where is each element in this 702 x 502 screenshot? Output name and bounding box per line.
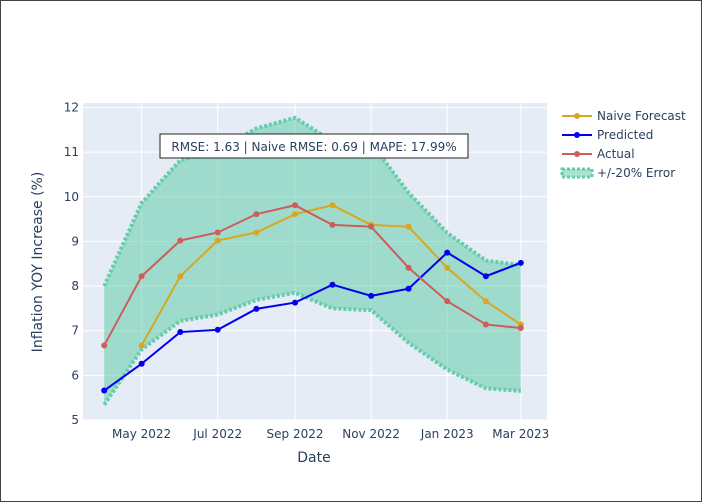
series-line-actual (103, 204, 521, 346)
x-tick-label: Jul 2022 (192, 427, 242, 441)
data-point-actual[interactable] (101, 342, 108, 349)
y-tick-label: 7 (71, 324, 79, 338)
legend-label-naive-forecast: Naive Forecast (597, 109, 686, 123)
x-tick-labels: May 2022 Jul 2022 Sep 2022 Nov 2022 Jan 2023… (112, 427, 549, 441)
data-point-actual[interactable] (253, 211, 260, 218)
series-line-predicted (103, 251, 522, 392)
x-tick-label: Jan 2023 (420, 427, 474, 441)
data-point-naive-forecast[interactable] (444, 264, 451, 271)
data-point-naive-forecast[interactable] (177, 273, 184, 280)
y-tick-label: 6 (71, 368, 79, 382)
metrics-annotation: RMSE: 1.63 | Naive RMSE: 0.69 | MAPE: 17… (159, 133, 469, 159)
data-point-actual[interactable] (368, 223, 375, 230)
data-point-naive-forecast[interactable] (329, 202, 336, 209)
data-point-naive-forecast[interactable] (405, 223, 412, 230)
data-point-naive-forecast[interactable] (292, 211, 299, 218)
y-tick-label: 9 (71, 234, 79, 248)
legend-marker-naive-forecast (574, 113, 580, 119)
data-point-predicted[interactable] (444, 249, 451, 256)
data-point-predicted[interactable] (405, 285, 412, 292)
legend-item-predicted[interactable]: Predicted (562, 128, 653, 142)
data-point-predicted[interactable] (138, 360, 145, 367)
y-tick-label: 12 (64, 100, 79, 114)
data-point-predicted[interactable] (101, 387, 108, 394)
x-tick-label: May 2022 (112, 427, 171, 441)
data-point-predicted[interactable] (482, 273, 489, 280)
data-point-actual[interactable] (138, 273, 145, 280)
x-tick-label: Sep 2022 (267, 427, 324, 441)
error-band-lower-edge (102, 290, 521, 406)
legend-label-predicted: Predicted (597, 128, 653, 142)
data-point-predicted[interactable] (517, 259, 524, 266)
data-point-naive-forecast[interactable] (138, 342, 145, 349)
data-point-actual[interactable] (329, 221, 336, 228)
data-point-predicted[interactable] (177, 329, 184, 336)
data-point-predicted[interactable] (214, 326, 221, 333)
data-point-actual[interactable] (405, 264, 412, 271)
x-tick-label: Mar 2023 (492, 427, 549, 441)
data-point-naive-forecast[interactable] (482, 298, 489, 305)
data-point-predicted[interactable] (292, 299, 299, 306)
data-point-actual[interactable] (517, 325, 524, 332)
y-tick-label: 5 (71, 413, 79, 427)
legend-label-actual: Actual (597, 147, 635, 161)
legend[interactable]: Naive Forecast Predicted Actual +/-20% E… (560, 109, 686, 180)
legend-marker-actual (574, 151, 580, 157)
data-point-predicted[interactable] (368, 292, 375, 299)
x-axis-title: Date (297, 450, 330, 466)
data-point-predicted[interactable] (253, 305, 260, 312)
data-point-naive-forecast[interactable] (253, 229, 260, 236)
legend-item-naive-forecast[interactable]: Naive Forecast (562, 109, 686, 123)
x-tick-label: Nov 2022 (342, 427, 400, 441)
annotation-box (159, 133, 469, 159)
error-band-fill (104, 117, 521, 405)
y-tick-label: 11 (64, 145, 79, 159)
annotation-text: RMSE: 1.63 | Naive RMSE: 0.69 | MAPE: 17… (171, 140, 456, 154)
series-lines (101, 202, 524, 394)
legend-item-actual[interactable]: Actual (562, 147, 635, 161)
data-point-actual[interactable] (177, 237, 184, 244)
y-tick-label: 8 (71, 279, 79, 293)
data-point-actual[interactable] (444, 298, 451, 305)
legend-label-error-band: +/-20% Error (597, 166, 675, 180)
error-band (102, 115, 522, 406)
y-tick-label: 10 (64, 190, 79, 204)
data-point-actual[interactable] (482, 321, 489, 328)
legend-item-error-band[interactable]: +/-20% Error (560, 166, 675, 180)
data-point-actual[interactable] (292, 202, 299, 209)
legend-swatch-error-band (560, 167, 594, 179)
data-point-naive-forecast[interactable] (214, 237, 221, 244)
data-point-predicted[interactable] (329, 281, 336, 288)
y-axis-title: Inflation YOY Increase (%) (30, 172, 46, 353)
y-tick-labels: 5 6 7 8 9 10 11 12 (64, 100, 79, 427)
error-band-upper-edge (102, 115, 522, 287)
legend-marker-predicted (574, 132, 580, 138)
data-point-actual[interactable] (214, 229, 221, 236)
